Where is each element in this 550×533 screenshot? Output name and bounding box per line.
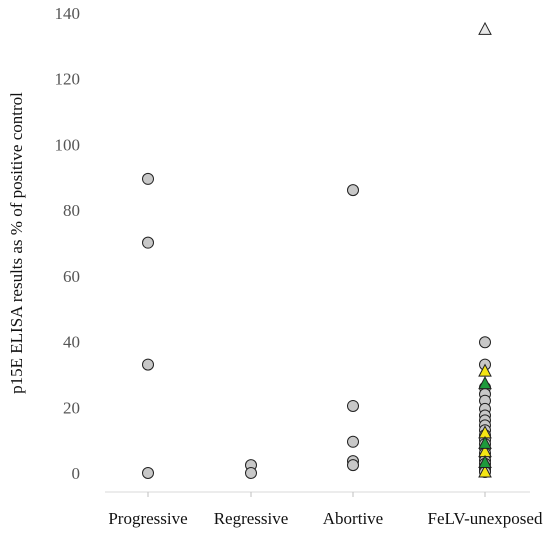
- x-axis-ticks: Progressive Regressive Abortive FeLV-unexpo…: [108, 492, 543, 528]
- y-tick-label: 120: [55, 70, 81, 89]
- data-point-triangle-green: [478, 454, 492, 468]
- x-category-label: Abortive: [323, 509, 383, 528]
- y-tick-label: 100: [55, 135, 81, 154]
- data-point-triangle-green: [478, 435, 492, 449]
- data-point-triangle-white: [478, 21, 492, 35]
- x-category-label: FeLV-unexposed: [428, 509, 543, 528]
- data-point-circle: [142, 172, 154, 185]
- y-tick-label: 0: [72, 464, 81, 483]
- data-point-circle: [142, 236, 154, 249]
- y-tick-label: 20: [63, 398, 80, 417]
- x-category-label: Progressive: [108, 509, 187, 528]
- data-point-triangle-yellow: [478, 464, 492, 478]
- y-tick-label: 40: [63, 333, 80, 352]
- data-point-circle: [347, 184, 359, 197]
- data-point-circle: [347, 399, 359, 412]
- data-point-circle: [347, 435, 359, 448]
- data-point-circle: [142, 358, 154, 371]
- data-point-circle: [245, 467, 257, 479]
- data-points: [142, 21, 492, 479]
- y-tick-label: 60: [63, 267, 80, 286]
- y-tick-label: 80: [63, 201, 80, 220]
- y-axis-title: p15E ELISA results as % of positive cont…: [7, 92, 26, 394]
- data-point-triangle-green: [478, 376, 492, 390]
- data-point-circle: [347, 459, 359, 472]
- x-category-label: Regressive: [214, 509, 289, 528]
- y-axis-ticks: 0 20 40 60 80 100 120 140: [55, 4, 81, 483]
- y-tick-label: 140: [55, 4, 81, 23]
- data-point-circle: [479, 336, 491, 349]
- data-point-circle: [142, 467, 154, 479]
